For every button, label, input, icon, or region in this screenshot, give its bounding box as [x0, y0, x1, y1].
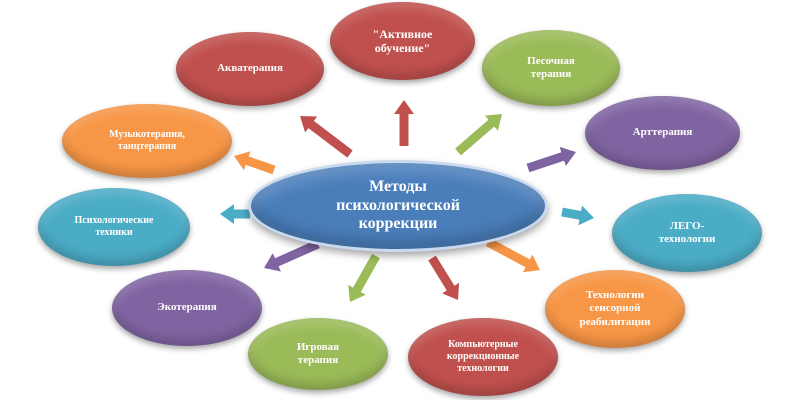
node-muzykoterapiya-tancterapiya: Музыкотерапия, танцтерапия	[62, 104, 232, 178]
node-label: Психологические техники	[74, 215, 154, 238]
node-label: Акватерапия	[217, 62, 283, 75]
node-label: Технологии сенсорной реабилитации	[579, 289, 651, 328]
node-label: Музыкотерапия, танцтерапия	[109, 129, 185, 152]
node-aktivnoe-obuchenie: "Активное обучение"	[330, 2, 475, 80]
arrow-to-artterapiya	[526, 146, 576, 173]
node-ekoterapiya: Экотерапия	[112, 270, 262, 346]
arrow-to-igrovaya-terapiya	[348, 253, 380, 302]
arrow-to-muzykoterapiya-tancterapiya	[234, 151, 276, 175]
node-label: Компьютерные коррекционные технологии	[446, 339, 520, 374]
node-label: ЛЕГО- технологии	[658, 219, 716, 245]
node-label: Экотерапия	[157, 301, 217, 314]
center-node-label: Методы психологической коррекции	[336, 178, 460, 233]
node-lego-tehnologii: ЛЕГО- технологии	[612, 194, 762, 272]
node-akvaterapiya: Акватерапия	[176, 32, 324, 106]
node-psihologicheskie-tehniki: Психологические техники	[38, 188, 190, 266]
node-label: Игровая терапия	[296, 340, 340, 366]
node-label: Песочная терапия	[527, 54, 575, 80]
arrow-to-ekoterapiya	[264, 239, 320, 272]
node-kompyuternye-korrekcionnye-tehnologii: Компьютерные коррекционные технологии	[408, 318, 558, 396]
node-igrovaya-terapiya: Игровая терапия	[248, 318, 388, 390]
node-label: "Активное обучение"	[372, 26, 433, 55]
arrow-to-akvaterapiya	[300, 116, 353, 158]
node-artterapiya: Арттерапия	[585, 96, 740, 170]
arrow-to-psihologicheskie-tehniki	[220, 204, 250, 224]
arrow-to-tehnologii-sensornoy-reabilitacii	[485, 238, 540, 273]
arrow-to-pesochnaya-terapiya	[455, 114, 502, 156]
node-tehnologii-sensornoy-reabilitacii: Технологии сенсорной реабилитации	[545, 270, 685, 348]
node-pesochnaya-terapiya: Песочная терапия	[482, 30, 620, 106]
arrow-to-kompyuternye-korrekcionnye-tehnologii	[428, 255, 460, 300]
center-node: Методы психологической коррекции	[248, 160, 548, 252]
arrow-to-lego-tehnologii	[561, 205, 594, 226]
arrow-to-aktivnoe-obuchenie	[394, 100, 414, 146]
node-label: Арттерапия	[632, 126, 693, 139]
